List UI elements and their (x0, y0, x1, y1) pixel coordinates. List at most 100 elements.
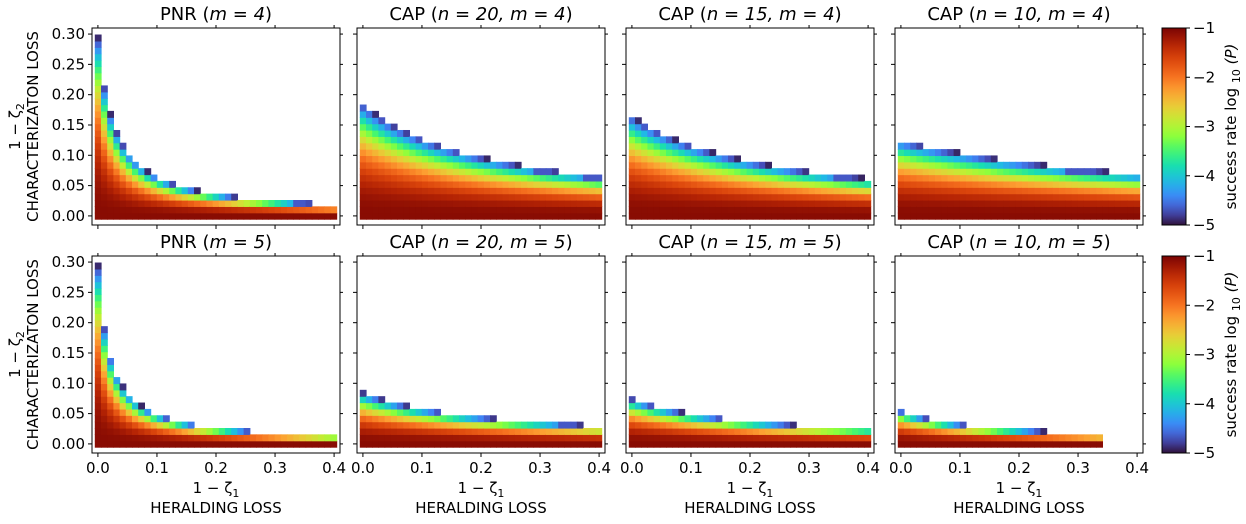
heatmap-cell (477, 168, 485, 176)
heatmap-cell (1090, 200, 1097, 207)
heatmap-cell (777, 440, 785, 448)
heatmap-cell (790, 440, 797, 448)
heatmap-cell (941, 155, 948, 163)
heatmap-cell (1028, 161, 1035, 169)
heatmap-cell (502, 428, 510, 435)
heatmap-cell (434, 408, 441, 416)
heatmap-cell (790, 193, 797, 201)
heatmap-cell (359, 187, 367, 195)
heatmap-cell (305, 200, 313, 207)
heatmap-cell (690, 187, 698, 195)
heatmap-cell (690, 155, 698, 163)
heatmap-cell (403, 193, 410, 201)
heatmap-cell (397, 408, 404, 416)
x-tick-label: 0.0 (620, 459, 644, 477)
heatmap-cell (984, 200, 992, 207)
heatmap-cell (777, 168, 785, 176)
heatmap-cell (533, 193, 541, 201)
heatmap-cell (132, 206, 139, 214)
heatmap-cell (1046, 440, 1054, 448)
heatmap-cell (628, 117, 636, 125)
heatmap-cell (697, 421, 704, 429)
heatmap-cell (1046, 434, 1054, 442)
heatmap-cell (628, 168, 636, 176)
heatmap-cell (421, 408, 429, 416)
heatmap-cell (397, 180, 404, 188)
heatmap-cell (904, 187, 911, 195)
heatmap-cell (94, 396, 102, 404)
heatmap-cell (471, 161, 479, 169)
heatmap-cell (740, 168, 748, 176)
heatmap-cell (366, 123, 373, 131)
heatmap-cell (305, 434, 313, 442)
heatmap-cell (759, 180, 766, 188)
heatmap-cell (440, 421, 448, 429)
colorbar-tick-label: −3 (1193, 118, 1215, 136)
heatmap-cell (169, 187, 176, 195)
heatmap-cell (796, 180, 803, 188)
heatmap-cell (959, 168, 967, 176)
heatmap-cell (928, 180, 936, 188)
heatmap-cell (752, 193, 760, 201)
heatmap-cell (421, 168, 429, 176)
heatmap-cell (206, 193, 214, 201)
heatmap-cell (378, 168, 386, 176)
heatmap-cell (641, 155, 648, 163)
heatmap-cell (138, 168, 145, 176)
heatmap-cell (384, 180, 392, 188)
heatmap-cell (684, 149, 692, 157)
heatmap-cell (814, 428, 822, 435)
heatmap-cell (564, 187, 572, 195)
y-tick-label: 0.15 (52, 116, 85, 134)
heatmap-cell (984, 212, 992, 220)
heatmap-cell (1065, 434, 1072, 442)
heatmap-cell (1133, 180, 1141, 188)
heatmap-cell (452, 428, 460, 435)
heatmap-cell (972, 212, 979, 220)
heatmap-cell (514, 168, 522, 176)
heatmap-cell (922, 415, 930, 423)
x-tick-label: 0.3 (797, 459, 821, 477)
heatmap-cell (490, 200, 497, 207)
panel-title: CAP (n = 10, m = 4) (927, 4, 1110, 25)
heatmap-cell (428, 421, 435, 429)
heatmap-cell (1034, 168, 1041, 176)
heatmap-cell (715, 155, 723, 163)
heatmap-cell (771, 428, 779, 435)
heatmap-cell (997, 212, 1004, 220)
heatmap-cell (922, 206, 930, 214)
heatmap-cell (684, 421, 692, 429)
heatmap-cell (490, 193, 497, 201)
heatmap-cell (1102, 187, 1110, 195)
heatmap-cell (1040, 434, 1048, 442)
heatmap-cell (1102, 174, 1110, 182)
heatmap-cell (659, 434, 667, 442)
heatmap-cell (366, 206, 373, 214)
heatmap-cell (1009, 206, 1017, 214)
heatmap-cell (421, 421, 429, 429)
heatmap-cell (107, 142, 114, 150)
heatmap-cell (941, 149, 948, 157)
heatmap-cell (666, 174, 673, 182)
heatmap-cell (465, 206, 472, 214)
heatmap-cell (959, 180, 967, 188)
heatmap-cell (990, 440, 998, 448)
heatmap-cell (972, 193, 979, 201)
heatmap-cell (483, 206, 491, 214)
heatmap-cell (378, 402, 386, 410)
heatmap-cell (659, 415, 667, 423)
heatmap-cell (293, 200, 300, 207)
heatmap-cell (421, 212, 429, 220)
heatmap-cell (107, 110, 114, 118)
heatmap-cell (378, 180, 386, 188)
heatmap-cell (808, 180, 816, 188)
heatmap-cell (690, 440, 698, 448)
heatmap-cell (1015, 180, 1023, 188)
heatmap-cell (459, 428, 466, 435)
heatmap-cell (496, 440, 503, 448)
heatmap-cell (570, 174, 578, 182)
heatmap-cell (390, 193, 398, 201)
heatmap-cell (119, 389, 127, 397)
heatmap-cell (384, 123, 392, 131)
